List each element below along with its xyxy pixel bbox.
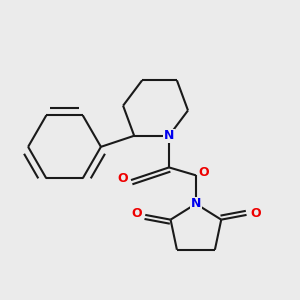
Text: O: O [250,207,261,220]
Text: N: N [191,197,201,210]
Text: O: O [131,207,142,220]
Text: O: O [118,172,128,185]
Text: N: N [164,129,174,142]
Text: O: O [199,166,209,179]
